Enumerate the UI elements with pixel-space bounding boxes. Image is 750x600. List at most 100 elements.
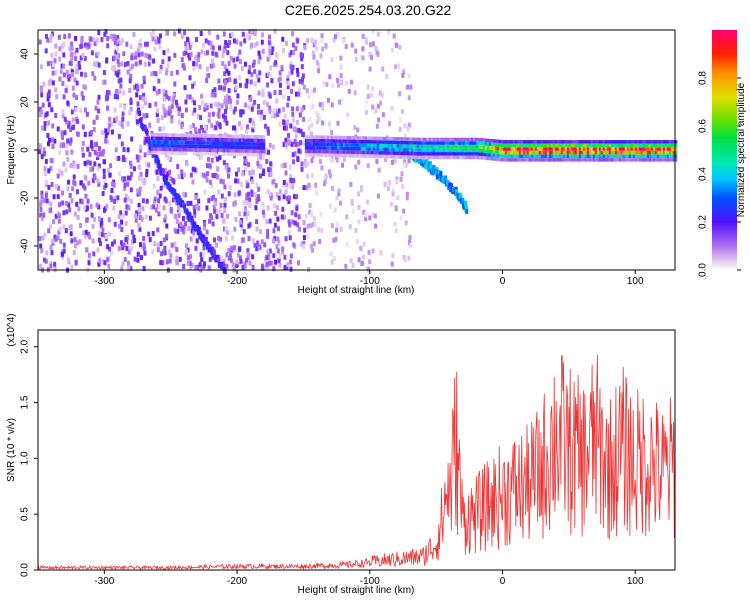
spectrogram-cell	[129, 106, 133, 112]
spectrogram-cell	[338, 99, 341, 105]
spectrogram-cell	[240, 138, 244, 142]
spectrogram-cell	[239, 258, 243, 264]
spectrogram-cell	[307, 185, 311, 191]
spectrogram-cell	[442, 155, 446, 160]
spectrogram-cell	[578, 143, 582, 148]
spectrogram-cell	[171, 98, 175, 104]
spectrogram-cell	[354, 56, 358, 62]
spectrogram-cell	[130, 229, 134, 235]
spectrogram-cell	[144, 41, 147, 47]
spectrogram-cell	[220, 213, 224, 218]
spectrogram-cell	[165, 259, 169, 265]
spectrogram-cell	[236, 178, 240, 184]
spectrogram-cell	[321, 46, 325, 52]
spectrogram-cell	[200, 233, 204, 239]
spectrogram-cell	[366, 140, 370, 144]
spectrogram-cell	[658, 154, 662, 158]
spectrogram-cell	[578, 158, 582, 162]
spectrogram-cell	[52, 194, 56, 200]
spectrogram-cell	[238, 49, 242, 55]
spectrogram-cell	[403, 123, 407, 129]
spectrogram-cell	[162, 151, 166, 155]
spectrogram-cell	[592, 158, 596, 162]
spectrogram-cell	[167, 249, 171, 255]
spectrogram-cell	[220, 145, 224, 149]
spectrogram-cell	[258, 55, 262, 61]
spectrogram-cell	[246, 134, 250, 139]
spectrogram-cell	[117, 62, 121, 68]
spectrogram-cell	[382, 136, 386, 141]
spectrogram-cell	[282, 194, 286, 200]
spectrogram-cell	[254, 145, 258, 150]
spectrogram-cell	[54, 213, 58, 219]
spectrogram-cell	[61, 190, 65, 196]
spectrogram-cell	[46, 37, 50, 43]
spectrogram-cell	[308, 209, 312, 215]
spectrogram-cell	[192, 81, 196, 87]
spectrogram-cell	[403, 257, 407, 262]
spectrogram-cell	[49, 201, 53, 207]
spectrogram-cell	[474, 144, 478, 149]
spectrogram-cell	[277, 226, 280, 232]
spectrogram-cell	[289, 61, 293, 66]
spectrogram-cell	[198, 133, 202, 138]
spectrogram-cell	[446, 141, 450, 145]
spectrogram-cell	[210, 148, 214, 153]
spectrogram-cell	[344, 143, 348, 147]
spectrogram-cell	[490, 149, 494, 154]
spectrogram-cell	[228, 98, 232, 104]
spectrogram-cell	[646, 147, 650, 151]
spectrogram-cell	[218, 85, 221, 91]
spectrogram-cell	[180, 33, 184, 39]
spectrogram-cell	[136, 188, 139, 194]
spectrogram-cell	[169, 253, 173, 258]
spectrogram-cell	[287, 230, 291, 236]
spectrogram-cell	[582, 154, 586, 158]
spectrogram-cell	[188, 75, 192, 81]
spectrogram-cell	[294, 212, 298, 218]
spectrogram-cell	[424, 144, 428, 149]
spectrogram-cell	[660, 140, 664, 144]
spectrogram-cell	[104, 133, 108, 139]
spectrogram-cell	[630, 154, 634, 158]
spectrogram-cell	[346, 150, 350, 154]
spectrogram-cell	[210, 134, 214, 138]
spectrogram-cell	[79, 55, 83, 61]
spectrogram-cell	[574, 147, 578, 151]
spectrogram-cell	[310, 135, 314, 139]
spectrogram-cell	[262, 146, 266, 150]
spectrogram-cell	[622, 158, 626, 162]
spectrogram-cell	[140, 255, 143, 261]
spectrogram-cell	[634, 147, 638, 151]
spectrogram-cell	[307, 125, 311, 131]
spectrogram-cell	[56, 126, 60, 132]
spectrogram-cell	[402, 155, 406, 159]
spectrogram-cell	[41, 235, 45, 241]
spectrogram-cell	[192, 123, 195, 128]
spectrogram-cell	[235, 39, 239, 45]
spectrogram-cell	[43, 121, 47, 126]
spectrogram-cell	[252, 142, 256, 146]
spectrogram-cell	[310, 172, 314, 178]
spectrogram-cell	[81, 152, 85, 158]
spectrogram-cell	[392, 144, 396, 148]
spectrogram-cell	[416, 148, 420, 152]
spectrogram-cell	[620, 150, 624, 155]
colorbar-tick-label: 0.4	[698, 167, 709, 181]
spectrogram-cell	[330, 146, 334, 150]
spectrogram-cell	[170, 136, 174, 141]
spectrogram-cell	[92, 127, 96, 132]
spectrogram-cell	[232, 125, 235, 131]
spectrogram-cell	[123, 176, 127, 182]
spectrogram-cell	[512, 158, 516, 162]
spectrogram-cell	[255, 182, 259, 188]
spectrogram-cell	[524, 143, 528, 148]
spectrogram-cell	[444, 141, 448, 145]
spectrogram-cell	[43, 257, 46, 263]
spectrogram-cell	[302, 116, 306, 122]
spectrogram-cell	[250, 106, 254, 112]
spectrogram-cell	[241, 264, 245, 270]
spectrogram-cell	[310, 212, 314, 217]
spectrogram-cell	[556, 143, 560, 148]
spectrogram-cell	[406, 144, 410, 148]
